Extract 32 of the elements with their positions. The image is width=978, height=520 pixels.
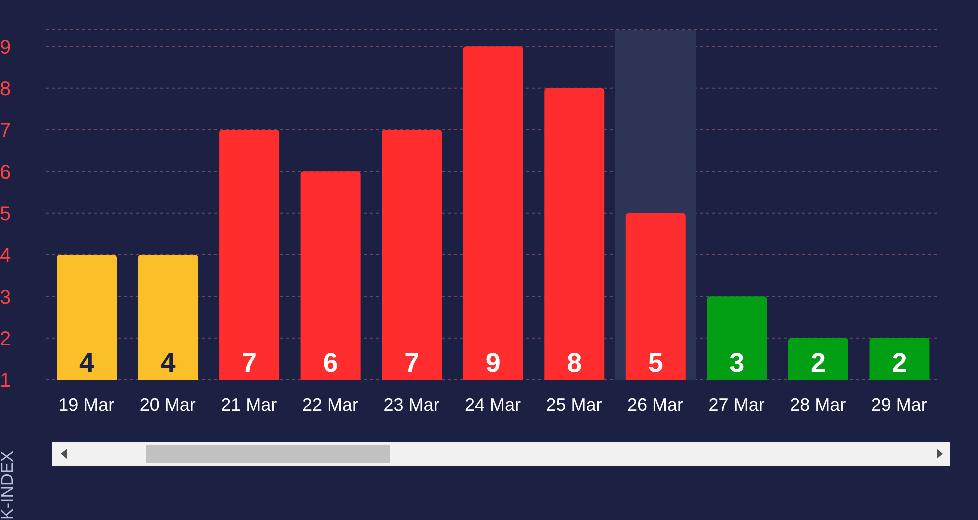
x-tick-label: 27 Mar [708, 394, 765, 415]
data-label: 2 [810, 348, 826, 378]
y-tick-label: 1 [0, 370, 12, 392]
y-tick-label: 4 [0, 245, 12, 268]
y-tick-label: 9 [0, 36, 12, 59]
x-tick-label: 20 Mar [140, 394, 196, 415]
data-label: 9 [486, 348, 501, 378]
data-label: 8 [567, 348, 582, 378]
y-axis-title: K-INDEX [0, 451, 18, 520]
x-tick-label: 24 Mar [464, 394, 522, 415]
data-label: 2 [892, 348, 908, 378]
data-label: 4 [160, 348, 176, 378]
x-tick-label: 26 Mar [628, 394, 684, 415]
data-label: 7 [242, 348, 258, 378]
data-label: 3 [730, 348, 745, 378]
x-tick-label: 29 Mar [871, 394, 928, 415]
y-tick-label: 8 [0, 78, 12, 100]
y-tick-label: 7 [0, 120, 12, 142]
y-tick-label: 2 [0, 328, 12, 350]
y-tick-label: 5 [0, 203, 12, 226]
x-tick-label: 22 Mar [302, 394, 358, 415]
x-tick-label: 21 Mar [221, 394, 278, 415]
x-tick-label: 25 Mar [546, 394, 602, 415]
data-label: 7 [404, 348, 420, 378]
data-label: 6 [323, 348, 338, 378]
y-tick-label: 6 [0, 162, 12, 184]
data-label: 4 [79, 348, 95, 378]
x-tick-label: 19 Mar [58, 394, 115, 415]
x-tick-label: 23 Mar [384, 394, 440, 415]
x-tick-label: 28 Mar [790, 394, 846, 415]
data-label: 5 [648, 348, 664, 378]
y-tick-label: 3 [0, 286, 12, 309]
